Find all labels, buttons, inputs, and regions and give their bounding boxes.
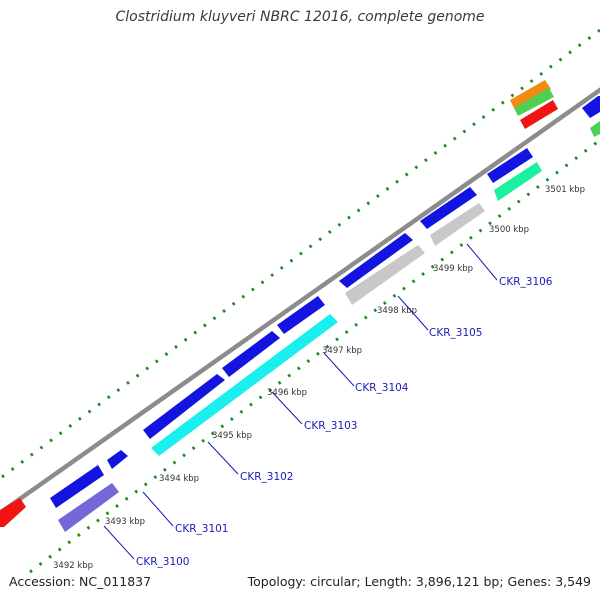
position-labels: 3492 kbp 3493 kbp 3494 kbp 3495 kbp 3496… <box>53 185 585 571</box>
gene-label[interactable]: CKR_3103 <box>304 420 357 432</box>
forward-gene[interactable] <box>339 233 413 288</box>
position-label: 3494 kbp <box>159 474 199 484</box>
position-label: 3492 kbp <box>53 561 93 571</box>
reverse-gene[interactable] <box>430 203 485 246</box>
forward-gene[interactable] <box>222 331 280 377</box>
position-label: 3501 kbp <box>545 185 585 195</box>
position-label: 3499 kbp <box>433 264 473 274</box>
forward-gene[interactable] <box>420 187 477 229</box>
outer-tick-ring <box>1 28 600 479</box>
position-label: 3498 kbp <box>377 306 417 316</box>
reverse-gene[interactable] <box>0 498 26 527</box>
forward-gene[interactable] <box>143 374 225 439</box>
leader-line <box>207 441 239 475</box>
gene-label[interactable]: CKR_3101 <box>175 523 228 535</box>
reverse-gene[interactable] <box>494 162 542 201</box>
genome-summary: Topology: circular; Length: 3,896,121 bp… <box>247 574 591 589</box>
gene-label[interactable]: CKR_3100 <box>136 556 189 568</box>
forward-gene[interactable] <box>277 296 325 334</box>
gene-label[interactable]: CKR_3106 <box>499 276 553 288</box>
reverse-gene[interactable] <box>520 100 558 129</box>
reverse-gene[interactable] <box>590 121 600 137</box>
reverse-gene[interactable] <box>58 483 119 532</box>
position-label: 3497 kbp <box>322 346 362 356</box>
map-title: Clostridium kluyveri NBRC 12016, complet… <box>115 9 485 25</box>
position-label: 3495 kbp <box>212 431 252 441</box>
gene-label[interactable]: CKR_3104 <box>355 382 409 394</box>
gene-label[interactable]: CKR_3105 <box>429 327 482 339</box>
reverse-gene[interactable] <box>345 245 425 305</box>
forward-gene[interactable] <box>582 96 600 118</box>
edge-genes <box>0 80 600 527</box>
gene-labels: CKR_3100 CKR_3101 CKR_3102 CKR_3103 CKR_… <box>136 276 553 568</box>
inner-scale-ring <box>29 138 600 574</box>
gene-label-leaders <box>103 243 498 560</box>
leader-line <box>466 243 498 281</box>
gene-label[interactable]: CKR_3102 <box>240 471 293 483</box>
genome-backbone <box>0 87 600 516</box>
leader-line <box>323 352 355 387</box>
forward-gene[interactable] <box>487 148 533 183</box>
leader-line <box>271 391 303 425</box>
forward-gene[interactable] <box>107 450 128 469</box>
position-label: 3500 kbp <box>489 225 529 235</box>
forward-gene[interactable] <box>50 465 104 508</box>
leader-line <box>103 525 135 560</box>
accession-label: Accession: NC_011837 <box>9 574 152 589</box>
forward-strand-genes <box>50 148 533 508</box>
leader-line <box>397 295 429 331</box>
reverse-gene[interactable] <box>514 88 554 116</box>
reverse-gene[interactable] <box>151 314 338 456</box>
position-label: 3496 kbp <box>267 388 307 398</box>
position-label: 3493 kbp <box>105 517 145 527</box>
leader-line <box>142 491 174 527</box>
reverse-gene[interactable] <box>510 80 551 110</box>
reverse-strand-genes <box>58 162 542 532</box>
